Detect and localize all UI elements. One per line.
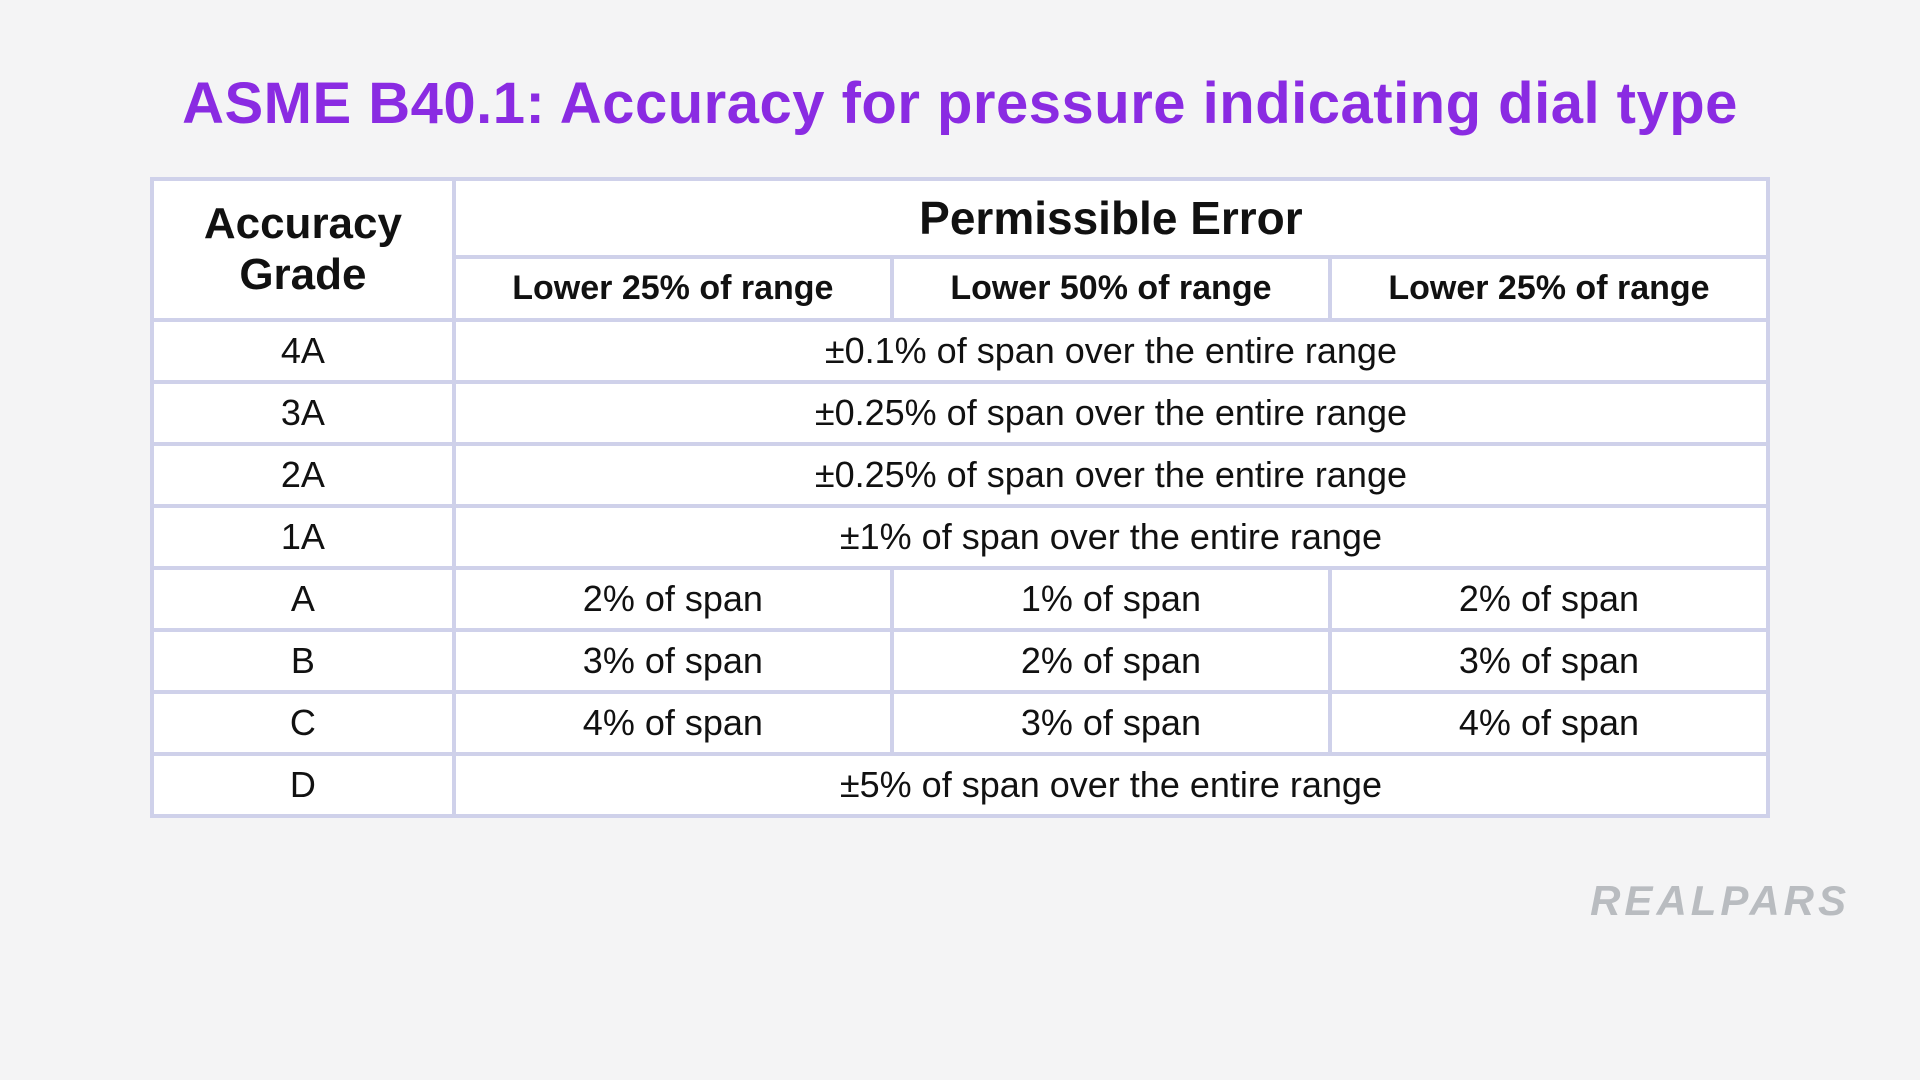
value-cell: 3% of span <box>1332 632 1766 690</box>
value-cell: 4% of span <box>1332 694 1766 752</box>
col-subheader-lower25-right: Lower 25% of range <box>1332 259 1766 318</box>
table-row: 4A±0.1% of span over the entire range <box>154 322 1766 380</box>
table-row: A2% of span1% of span2% of span <box>154 570 1766 628</box>
col-subheader-lower25-left: Lower 25% of range <box>456 259 890 318</box>
value-cell: 2% of span <box>894 632 1328 690</box>
value-cell: 3% of span <box>456 632 890 690</box>
col-subheader-lower50: Lower 50% of range <box>894 259 1328 318</box>
grade-cell: C <box>154 694 452 752</box>
col-header-accuracy-grade-line2: Grade <box>239 250 366 299</box>
table-row: 3A±0.25% of span over the entire range <box>154 384 1766 442</box>
table-row: 2A±0.25% of span over the entire range <box>154 446 1766 504</box>
table-body: 4A±0.1% of span over the entire range3A±… <box>154 322 1766 814</box>
table-row: D±5% of span over the entire range <box>154 756 1766 814</box>
accuracy-table: Accuracy Grade Permissible Error Lower 2… <box>150 177 1770 818</box>
col-header-permissible-error: Permissible Error <box>456 181 1766 255</box>
watermark-logo: REALPARS <box>1590 877 1850 925</box>
accuracy-table-wrap: Accuracy Grade Permissible Error Lower 2… <box>150 177 1770 818</box>
value-cell-full: ±1% of span over the entire range <box>456 508 1766 566</box>
grade-cell: 2A <box>154 446 452 504</box>
table-row: B3% of span2% of span3% of span <box>154 632 1766 690</box>
value-cell: 2% of span <box>1332 570 1766 628</box>
value-cell-full: ±5% of span over the entire range <box>456 756 1766 814</box>
col-header-accuracy-grade: Accuracy Grade <box>154 181 452 318</box>
grade-cell: 4A <box>154 322 452 380</box>
table-row: C4% of span3% of span4% of span <box>154 694 1766 752</box>
table-row: 1A±1% of span over the entire range <box>154 508 1766 566</box>
grade-cell: D <box>154 756 452 814</box>
value-cell-full: ±0.1% of span over the entire range <box>456 322 1766 380</box>
col-header-accuracy-grade-line1: Accuracy <box>204 199 402 248</box>
grade-cell: 3A <box>154 384 452 442</box>
value-cell: 4% of span <box>456 694 890 752</box>
value-cell: 2% of span <box>456 570 890 628</box>
page-title: ASME B40.1: Accuracy for pressure indica… <box>0 70 1920 137</box>
page: ASME B40.1: Accuracy for pressure indica… <box>0 0 1920 1080</box>
grade-cell: B <box>154 632 452 690</box>
value-cell-full: ±0.25% of span over the entire range <box>456 446 1766 504</box>
table-head: Accuracy Grade Permissible Error Lower 2… <box>154 181 1766 318</box>
value-cell-full: ±0.25% of span over the entire range <box>456 384 1766 442</box>
value-cell: 1% of span <box>894 570 1328 628</box>
grade-cell: 1A <box>154 508 452 566</box>
grade-cell: A <box>154 570 452 628</box>
value-cell: 3% of span <box>894 694 1328 752</box>
table-head-row-1: Accuracy Grade Permissible Error <box>154 181 1766 255</box>
